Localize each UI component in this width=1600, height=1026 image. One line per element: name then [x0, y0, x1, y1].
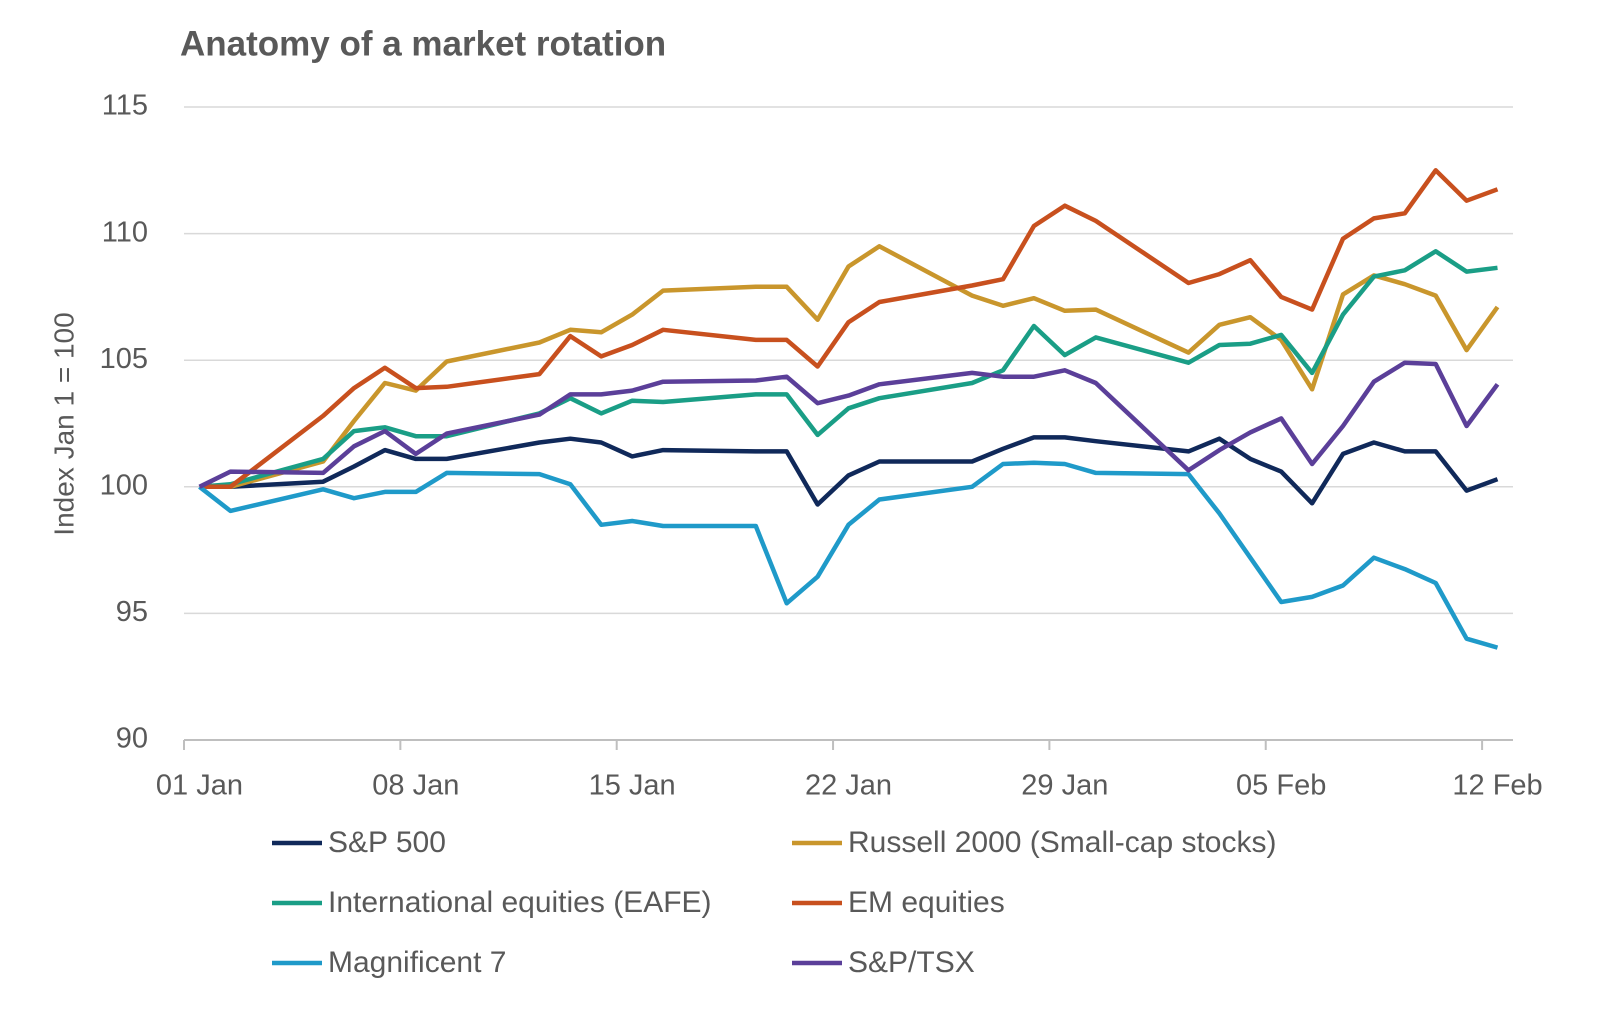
series-line — [199, 249, 1498, 490]
x-tick-label: 01 Jan — [156, 770, 243, 802]
x-tick-label: 12 Feb — [1452, 770, 1542, 802]
series-line — [199, 168, 1499, 490]
y-axis-title: Index Jan 1 = 100 — [48, 312, 79, 535]
y-tick-label: 100 — [100, 469, 148, 501]
series-line — [198, 360, 1500, 489]
x-tick-label: 29 Jan — [1021, 770, 1108, 802]
legend-label: Russell 2000 (Small-cap stocks) — [848, 826, 1276, 859]
chart-title: Anatomy of a market rotation — [180, 24, 666, 63]
x-tick-label: 08 Jan — [372, 770, 459, 802]
legend-label: S&P 500 — [328, 826, 446, 859]
x-tick-label: 05 Feb — [1236, 770, 1326, 802]
series-line — [199, 435, 1499, 507]
y-tick-label: 95 — [116, 596, 148, 628]
x-tick-label: 15 Jan — [589, 770, 676, 802]
x-tick-label: 22 Jan — [805, 770, 892, 802]
y-tick-label: 105 — [100, 343, 148, 375]
legend-label: Magnificent 7 — [328, 946, 506, 979]
series-line — [198, 460, 1499, 650]
y-tick-label: 90 — [116, 723, 148, 755]
y-tick-label: 115 — [102, 90, 148, 122]
series-line — [199, 244, 1500, 490]
legend-label: S&P/TSX — [848, 946, 975, 979]
y-tick-label: 110 — [102, 216, 148, 248]
legend-label: EM equities — [848, 886, 1005, 919]
legend-label: International equities (EAFE) — [328, 886, 712, 919]
